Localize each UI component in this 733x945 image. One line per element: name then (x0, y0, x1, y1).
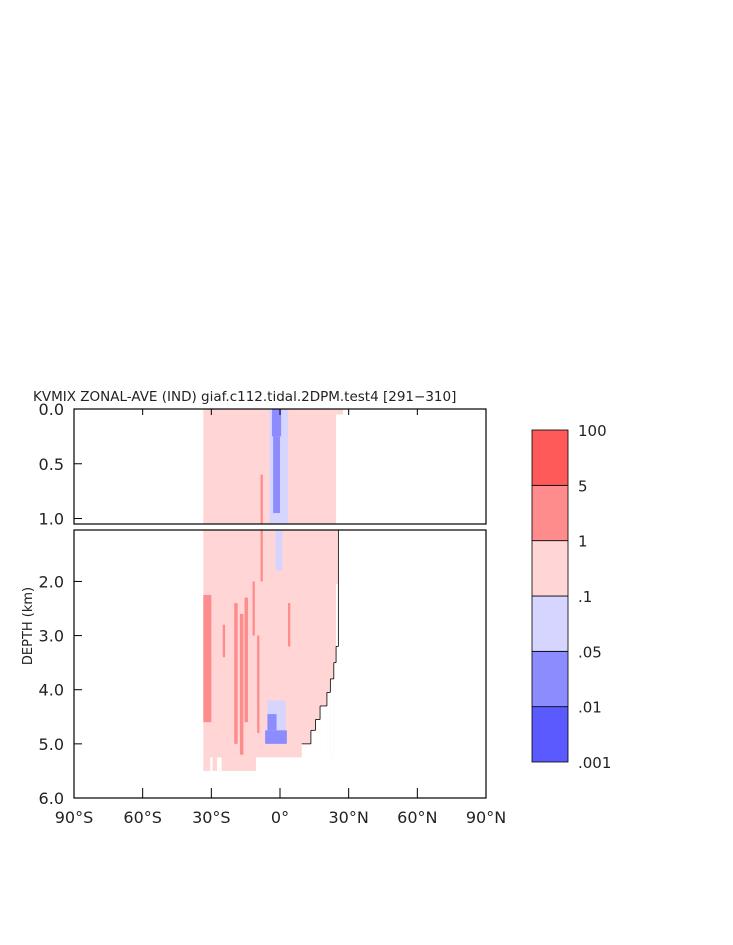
y-tick-label-lower-1: 3.0 (39, 627, 64, 646)
seafloor-mask-2 (330, 678, 334, 798)
colorbar-label-0: .001 (578, 754, 611, 772)
axes: 90°S 60°S 30°S 0° 30°N 60°N 90°N 0.0 0.5 1.0 2.0 3.… (39, 400, 507, 827)
region-lower-5 (221, 757, 256, 771)
colorbar-label-3: .1 (578, 588, 592, 606)
region-lower-17 (252, 581, 255, 636)
region-lower-21 (288, 603, 291, 647)
region-lower-4 (212, 757, 218, 771)
seafloor-mask-7 (301, 743, 311, 798)
region-lower-20 (222, 624, 226, 658)
colorbar-label-1: .01 (578, 699, 602, 717)
x-tick-label-0: 90°S (55, 808, 94, 827)
seafloor-mask-0 (336, 646, 339, 798)
y-tick-label-upper-1: 0.5 (39, 455, 64, 474)
region-lower-13 (203, 594, 212, 723)
seafloor-mask-6 (310, 730, 316, 798)
region-upper-8 (273, 436, 280, 514)
lower-panel-fill (203, 530, 339, 798)
chart-title: KVMIX ZONAL-AVE (IND) giaf.c112.tidal.2D… (33, 389, 456, 405)
y-tick-label-upper-2: 1.0 (39, 510, 64, 529)
seafloor-mask-3 (326, 692, 331, 798)
region-upper-7 (271, 409, 282, 437)
x-tick-label-6: 90°N (466, 808, 506, 827)
x-tick-label-3: 0° (271, 808, 289, 827)
y-tick-label-upper-0: 0.0 (39, 400, 64, 419)
seafloor-mask-4 (320, 705, 327, 798)
region-upper-19 (260, 474, 263, 524)
region-upper-0 (203, 409, 337, 524)
x-tick-label-4: 30°N (329, 808, 369, 827)
y-tick-label-lower-0: 2.0 (39, 572, 64, 591)
region-lower-16 (244, 597, 248, 723)
colorbar: .001 .01 .05 .1 1 5 100 (531, 422, 611, 772)
region-lower-19 (260, 530, 263, 582)
region-lower-12 (267, 714, 277, 731)
colorbar-label-6: 100 (578, 422, 607, 440)
region-lower-15 (239, 613, 244, 755)
x-tick-label-1: 60°S (123, 808, 162, 827)
region-lower-3 (203, 757, 211, 771)
y-tick-label-lower-3: 5.0 (39, 735, 64, 754)
colorbar-swatch-4 (531, 484, 569, 542)
x-tick-label-5: 60°N (397, 808, 437, 827)
region-lower-18 (257, 635, 260, 734)
colorbar-label-5: 5 (578, 477, 588, 495)
region-lower-11 (265, 730, 287, 744)
y-tick-label-lower-2: 4.0 (39, 681, 64, 700)
region-upper-1 (336, 409, 343, 415)
seafloor-mask-5 (315, 719, 321, 798)
y-axis-label: DEPTH (km) (21, 587, 36, 665)
colorbar-label-2: .05 (578, 643, 602, 661)
region-lower-9 (275, 530, 283, 571)
y-tick-label-lower-4: 6.0 (39, 789, 64, 808)
seafloor-mask-1 (333, 662, 337, 798)
colorbar-swatch-1 (531, 650, 569, 708)
upper-panel-fill (203, 409, 343, 524)
colorbar-swatch-5 (531, 429, 569, 486)
region-lower-2 (336, 530, 339, 585)
x-tick-label-2: 30°S (192, 808, 231, 827)
colorbar-label-4: 1 (578, 533, 588, 551)
colorbar-swatch-0 (531, 706, 569, 763)
region-lower-14 (234, 603, 238, 744)
colorbar-swatch-3 (531, 540, 569, 597)
colorbar-swatch-2 (531, 595, 569, 652)
